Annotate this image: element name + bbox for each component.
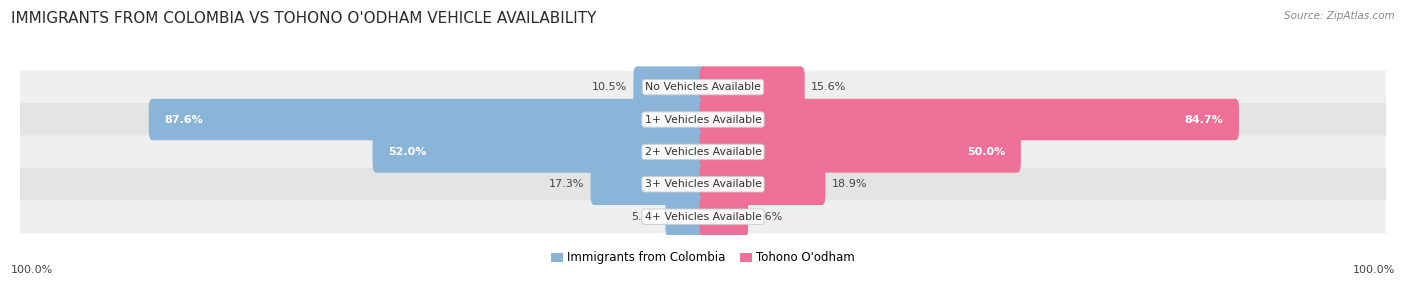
Text: 18.9%: 18.9% [831,179,868,189]
FancyBboxPatch shape [699,164,825,205]
Text: 87.6%: 87.6% [165,114,204,124]
Text: 5.4%: 5.4% [631,212,659,222]
FancyBboxPatch shape [699,196,748,237]
FancyBboxPatch shape [149,99,707,140]
Text: 15.6%: 15.6% [811,82,846,92]
Text: 3+ Vehicles Available: 3+ Vehicles Available [644,179,762,189]
Text: Source: ZipAtlas.com: Source: ZipAtlas.com [1284,11,1395,21]
Text: 2+ Vehicles Available: 2+ Vehicles Available [644,147,762,157]
FancyBboxPatch shape [699,66,804,108]
Text: 17.3%: 17.3% [550,179,585,189]
Text: 50.0%: 50.0% [967,147,1005,157]
FancyBboxPatch shape [633,66,707,108]
Text: IMMIGRANTS FROM COLOMBIA VS TOHONO O'ODHAM VEHICLE AVAILABILITY: IMMIGRANTS FROM COLOMBIA VS TOHONO O'ODH… [11,11,596,26]
Text: 100.0%: 100.0% [11,265,53,275]
FancyBboxPatch shape [20,71,1386,104]
FancyBboxPatch shape [699,99,1239,140]
Text: 1+ Vehicles Available: 1+ Vehicles Available [644,114,762,124]
FancyBboxPatch shape [373,131,707,173]
Text: 52.0%: 52.0% [388,147,426,157]
Text: 100.0%: 100.0% [1353,265,1395,275]
Text: No Vehicles Available: No Vehicles Available [645,82,761,92]
FancyBboxPatch shape [591,164,707,205]
FancyBboxPatch shape [20,168,1386,201]
Text: 84.7%: 84.7% [1184,114,1223,124]
Text: 10.5%: 10.5% [592,82,627,92]
FancyBboxPatch shape [20,103,1386,136]
Text: 4+ Vehicles Available: 4+ Vehicles Available [644,212,762,222]
FancyBboxPatch shape [699,131,1021,173]
FancyBboxPatch shape [665,196,707,237]
Legend: Immigrants from Colombia, Tohono O'odham: Immigrants from Colombia, Tohono O'odham [546,247,860,269]
FancyBboxPatch shape [20,135,1386,168]
Text: 6.6%: 6.6% [754,212,782,222]
FancyBboxPatch shape [20,200,1386,233]
